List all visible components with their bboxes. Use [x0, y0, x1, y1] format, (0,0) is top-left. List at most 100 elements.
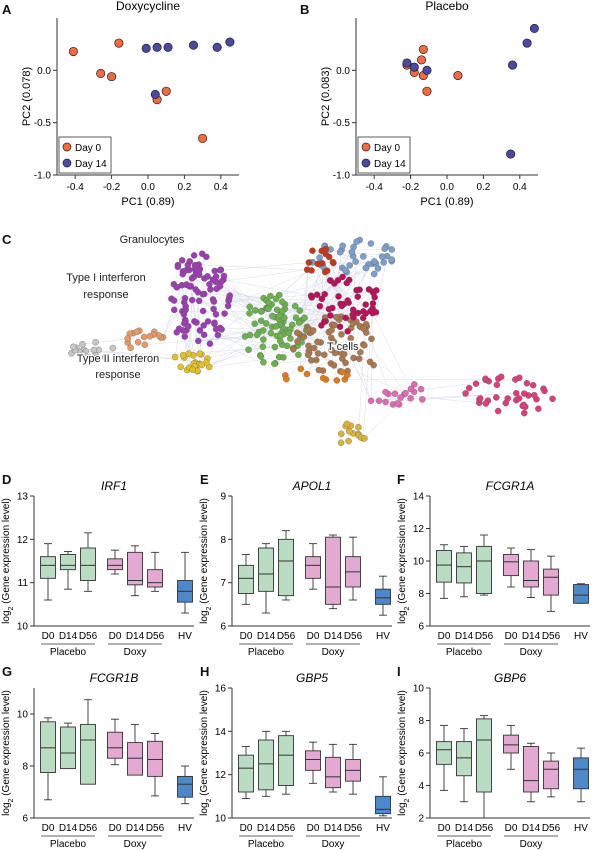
network-node: [267, 292, 274, 300]
network-node: [333, 377, 341, 384]
network-node: [465, 384, 473, 392]
category-label: HV: [376, 631, 390, 642]
y-axis-label: log2 (Gene expression level): [397, 690, 411, 816]
category-label: D14: [324, 631, 343, 642]
network-node: [482, 400, 490, 407]
x-tick-label: 0.4: [513, 182, 527, 193]
network-node: [271, 360, 278, 368]
panel-letter: C: [2, 232, 12, 247]
network-edge: [220, 269, 264, 331]
network-node: [133, 328, 141, 335]
network-node: [294, 338, 301, 345]
network-node: [214, 331, 222, 339]
y-tick-label: 14: [413, 492, 425, 503]
network-node: [350, 354, 357, 362]
network-node: [251, 320, 258, 328]
network-node: [212, 273, 220, 280]
network-node: [308, 267, 315, 274]
y-tick-label: 6: [418, 622, 424, 633]
panel-letter: D: [2, 472, 11, 487]
network-node: [370, 361, 377, 369]
network-node: [283, 342, 291, 350]
network-node: [352, 258, 359, 265]
x-axis-label: PC1 (0.89): [420, 196, 473, 208]
network-node: [226, 292, 234, 299]
network-node: [259, 343, 267, 351]
network-node: [339, 242, 346, 249]
category-label: D0: [438, 631, 451, 642]
network-edge: [324, 255, 354, 295]
network-node: [333, 313, 340, 321]
network-node: [182, 303, 189, 310]
network-edge: [154, 311, 183, 332]
network-edge: [371, 392, 517, 402]
network-node: [482, 375, 489, 383]
network-edge: [228, 291, 373, 301]
network-node: [319, 374, 327, 382]
network-node: [347, 335, 354, 342]
network-node: [210, 305, 217, 313]
network-node: [361, 342, 368, 349]
network-node: [360, 308, 367, 315]
y-tick-label: 6: [418, 749, 424, 760]
category-label: HV: [178, 631, 192, 642]
data-point: [152, 42, 162, 52]
network-node: [382, 398, 389, 406]
x-axis-label: PC1 (0.89): [121, 196, 174, 208]
network-node: [224, 302, 232, 310]
category-label: D0: [109, 823, 122, 834]
box: [503, 554, 519, 577]
network-node: [345, 299, 352, 306]
y-axis-label: PC2 (0.083): [320, 67, 332, 126]
network-node: [170, 306, 178, 314]
network-edge: [214, 262, 310, 272]
network-node: [360, 253, 367, 260]
group-label: Placebo: [446, 839, 483, 850]
network-node: [79, 340, 86, 348]
category-label: D14: [257, 631, 276, 642]
network-edge: [82, 336, 145, 345]
network-node: [355, 355, 363, 362]
network-edge: [362, 303, 374, 439]
network-node: [291, 302, 299, 310]
network-node: [372, 309, 380, 316]
data-point: [114, 38, 124, 48]
box: [325, 756, 341, 789]
network-node: [329, 304, 336, 312]
category-label: D0: [42, 631, 55, 642]
network-node: [348, 248, 356, 256]
network-node: [354, 293, 362, 300]
network-node: [92, 339, 99, 346]
box: [436, 741, 452, 765]
network-node: [271, 343, 279, 351]
category-label: D56: [344, 823, 363, 834]
network-node: [472, 380, 480, 387]
y-tick-label: 9: [220, 492, 226, 503]
network-node: [207, 286, 214, 293]
network-node: [515, 395, 523, 402]
network-node: [339, 273, 346, 281]
network-node: [342, 267, 349, 274]
category-label: D14: [324, 823, 343, 834]
x-tick-label: -0.2: [103, 182, 121, 193]
network-node: [378, 253, 386, 260]
network-node: [350, 314, 357, 321]
network-node: [178, 257, 186, 264]
network-edge: [330, 249, 369, 265]
network-node: [407, 395, 414, 402]
data-point: [529, 23, 539, 34]
network-node: [353, 238, 360, 245]
box: [147, 569, 163, 588]
network-node: [211, 267, 218, 275]
network-label: T cells: [327, 341, 359, 353]
network-node: [265, 305, 272, 312]
network-node: [321, 351, 328, 359]
network-node: [371, 258, 378, 265]
network-label: Granulocytes: [120, 234, 185, 246]
network-node: [356, 286, 363, 293]
chart-title: FCGR1B: [90, 671, 139, 685]
group-label: Doxy: [322, 839, 345, 850]
box: [60, 554, 76, 571]
network-node: [246, 310, 253, 317]
network-node: [338, 302, 346, 310]
